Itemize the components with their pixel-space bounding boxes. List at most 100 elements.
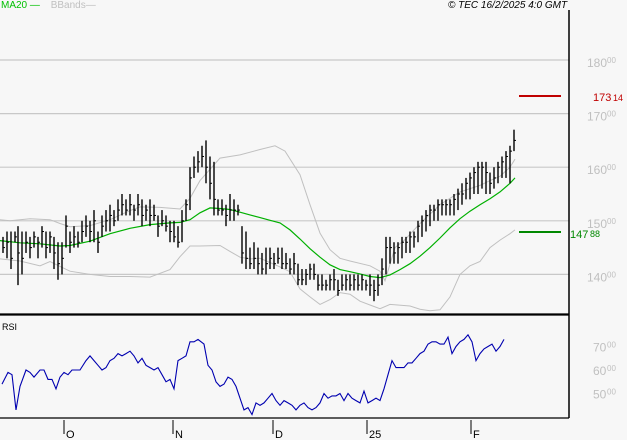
price-axis-label: 150 (587, 217, 607, 231)
ohlc-bar (257, 247, 260, 275)
ohlc-bar (37, 236, 40, 259)
ohlc-bar (457, 188, 460, 211)
ohlc-bar (373, 279, 376, 302)
ohlc-bar (193, 156, 196, 178)
ohlc-bar (325, 279, 328, 291)
ma20-polyline (0, 177, 516, 279)
ohlc-bar (509, 145, 512, 184)
ohlc-bar (265, 247, 268, 275)
ohlc-bar (2, 236, 5, 253)
ohlc-bar (405, 236, 408, 253)
support-label: 147 (570, 229, 588, 241)
rsi-axis-label-decimals: 00 (607, 341, 616, 350)
ohlc-bar (137, 194, 140, 216)
ohlc-bar (465, 177, 468, 200)
price-axis-label-decimals: 00 (607, 110, 616, 119)
time-axis-label: D (275, 429, 283, 440)
ohlc-bar (513, 129, 516, 152)
time-axis-label: F (473, 429, 480, 440)
ohlc-bar (14, 231, 17, 243)
ohlc-bar (309, 263, 312, 280)
price-axis-label-decimals: 00 (607, 270, 616, 279)
bb-lower-line (0, 229, 516, 312)
rsi-title: RSI (2, 322, 17, 332)
ohlc-bar (17, 226, 20, 286)
ohlc-bar (437, 199, 440, 221)
price-axis-label: 160 (587, 163, 607, 177)
resistance-label-decimals: 14 (613, 93, 623, 103)
ohlc-bar (449, 199, 452, 216)
ohlc-bar (461, 183, 464, 205)
ohlc-bar (221, 199, 224, 216)
ohlc-bar (501, 156, 504, 178)
ohlc-bar (205, 140, 208, 184)
ohlc-bar (477, 161, 480, 194)
ohlc-bar (113, 210, 116, 227)
time-axis: O N D 25 F (63, 420, 480, 440)
ohlc-bar (61, 242, 64, 275)
legend-bbands: BBands— (50, 0, 96, 11)
ohlc-bar (333, 269, 336, 291)
ohlc-bar (493, 167, 496, 189)
rsi-axis-label-decimals: 00 (607, 364, 616, 373)
ohlc-bar (497, 161, 500, 184)
ohlc-bar (21, 231, 24, 275)
ohlc-bar (93, 210, 96, 243)
ohlc-bar (473, 167, 476, 194)
ohlc-bar (33, 231, 36, 248)
ohlc-bar (353, 274, 356, 291)
ohlc-bar (217, 199, 220, 216)
price-axis-label: 180 (587, 56, 607, 70)
ohlc-bar (129, 194, 132, 216)
ohlc-bar (289, 258, 292, 275)
ohlc-bar (441, 199, 444, 216)
price-axis-label: 170 (587, 110, 607, 124)
ohlc-bar (269, 247, 272, 270)
ohlc-bar (237, 204, 240, 216)
ohlc-bar (10, 231, 13, 270)
ohlc-bar (197, 151, 200, 173)
ohlc-bar (65, 215, 68, 248)
ohlc-bar (281, 247, 284, 270)
ohlc-bar (425, 210, 428, 232)
ohlc-bar (369, 274, 372, 296)
ohlc-bar (301, 269, 304, 286)
ohlc-bar (25, 231, 28, 253)
ohlc-bar (29, 236, 32, 259)
ohlc-bar (85, 215, 88, 237)
ohlc-bar (337, 279, 340, 296)
ohlc-bar (125, 199, 128, 216)
rsi-axis-label-decimals: 00 (607, 388, 616, 397)
ohlc-bar (81, 220, 84, 243)
ohlc-bar (133, 204, 136, 221)
rsi-axis-label: 60 (593, 364, 607, 378)
ohlc-bar (45, 231, 48, 259)
ohlc-bar (141, 199, 144, 227)
ohlc-bar (41, 226, 44, 248)
ohlc-bar (49, 231, 52, 253)
rsi-line (1, 333, 505, 416)
ohlc-bar (189, 167, 192, 211)
ohlc-bar (469, 172, 472, 200)
copyright-timestamp: © TEC 16/2/2025 4:0 GMT (448, 0, 568, 11)
ohlc-bar (121, 194, 124, 216)
ohlc-bar (6, 231, 9, 259)
ohlc-bar (225, 204, 228, 227)
ohlc-bar (97, 231, 100, 253)
ohlc-bar (305, 269, 308, 286)
ohlc-bar (73, 226, 76, 248)
ohlc-bar (365, 279, 368, 291)
support-label-decimals: 88 (590, 229, 600, 239)
ohlc-bar (321, 274, 324, 291)
ohlc-bar (485, 161, 488, 194)
ohlc-bar (417, 220, 420, 243)
ohlc-bar (157, 215, 160, 237)
bollinger-bands (0, 145, 516, 312)
ohlc-bar (345, 274, 348, 291)
ohlc-bar (229, 194, 232, 221)
ohlc-bar (245, 231, 248, 270)
price-axis-label-decimals: 00 (607, 217, 616, 226)
ohlc-bar (209, 156, 212, 200)
ohlc-bar (313, 263, 316, 280)
